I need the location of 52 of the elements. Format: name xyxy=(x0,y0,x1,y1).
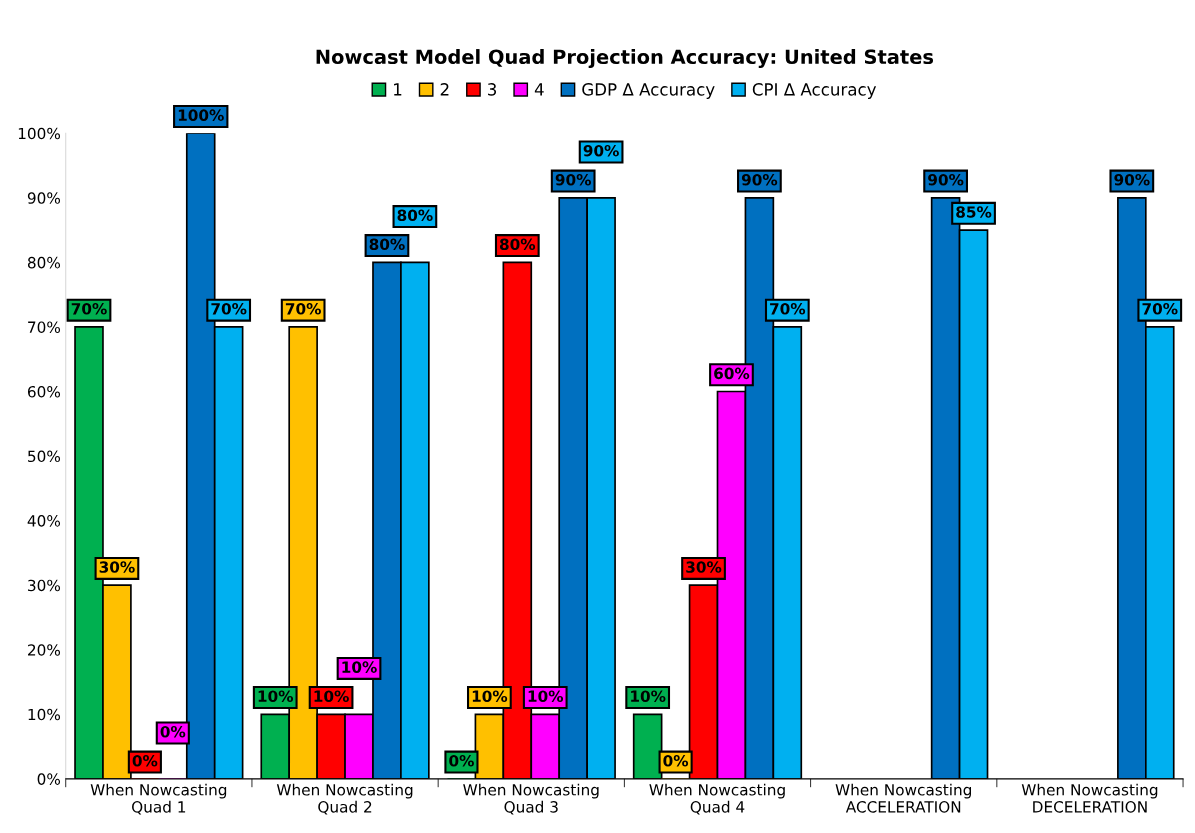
data-label: 10% xyxy=(528,690,564,702)
data-label: 10% xyxy=(472,690,508,702)
y-tick-label: 80% xyxy=(27,256,61,269)
legend-label: 3 xyxy=(488,83,497,96)
y-tick-label: 60% xyxy=(27,385,61,398)
legend-label: CPI Δ Accuracy xyxy=(752,83,877,99)
x-tick-label: When Nowcasting Quad 2 xyxy=(276,783,413,815)
chart-title: Nowcast Model Quad Projection Accuracy: United States xyxy=(316,49,934,69)
data-label: 0% xyxy=(449,754,474,767)
data-label: 85% xyxy=(956,206,992,218)
y-tick-label: 0% xyxy=(37,773,61,785)
data-label: 90% xyxy=(583,144,619,157)
legend-label: GDP Δ Accuracy xyxy=(582,83,715,99)
x-tick-label: When Nowcasting Quad 1 xyxy=(90,783,227,815)
y-tick-label: 10% xyxy=(28,708,61,721)
y-tick-label: 100% xyxy=(18,127,61,140)
data-label: 10% xyxy=(314,690,349,702)
data-label: 10% xyxy=(631,690,666,702)
y-tick-label: 30% xyxy=(28,579,61,592)
data-label: 70% xyxy=(71,303,107,315)
data-label: 80% xyxy=(369,238,405,251)
y-tick-label: 50% xyxy=(28,450,61,463)
data-label: 10% xyxy=(258,690,294,702)
data-label: 90% xyxy=(555,173,591,186)
y-tick-label: 20% xyxy=(28,644,61,656)
data-label: 60% xyxy=(714,367,750,380)
data-label: 0% xyxy=(663,754,689,767)
data-label: 0% xyxy=(132,754,158,767)
data-label: 10% xyxy=(342,661,377,673)
data-label: 80% xyxy=(397,209,433,221)
x-tick-label: When Nowcasting Quad 3 xyxy=(463,783,599,815)
data-label: 30% xyxy=(99,561,135,573)
data-label: 70% xyxy=(285,303,321,315)
data-label: 80% xyxy=(499,238,536,251)
data-label: 70% xyxy=(1142,303,1178,315)
data-label: 70% xyxy=(770,303,806,315)
data-label: 100% xyxy=(178,109,224,121)
data-label: 90% xyxy=(928,173,964,186)
y-tick-label: 70% xyxy=(28,321,61,333)
data-label: 0% xyxy=(160,725,186,738)
data-label: 30% xyxy=(686,561,722,573)
y-tick-label: 90% xyxy=(27,192,61,204)
legend-label: 4 xyxy=(534,83,544,96)
data-label: 70% xyxy=(211,303,247,315)
legend-label: 1 xyxy=(394,83,402,96)
data-label: 90% xyxy=(741,173,778,186)
y-tick-label: 40% xyxy=(27,515,61,527)
x-tick-label: When Nowcasting DECELERATION xyxy=(1021,783,1158,813)
x-tick-label: When Nowcasting ACCELERATION xyxy=(835,783,971,813)
x-tick-label: When Nowcasting Quad 4 xyxy=(649,783,785,815)
legend-label: 2 xyxy=(440,83,449,96)
data-label: 90% xyxy=(1114,173,1150,186)
